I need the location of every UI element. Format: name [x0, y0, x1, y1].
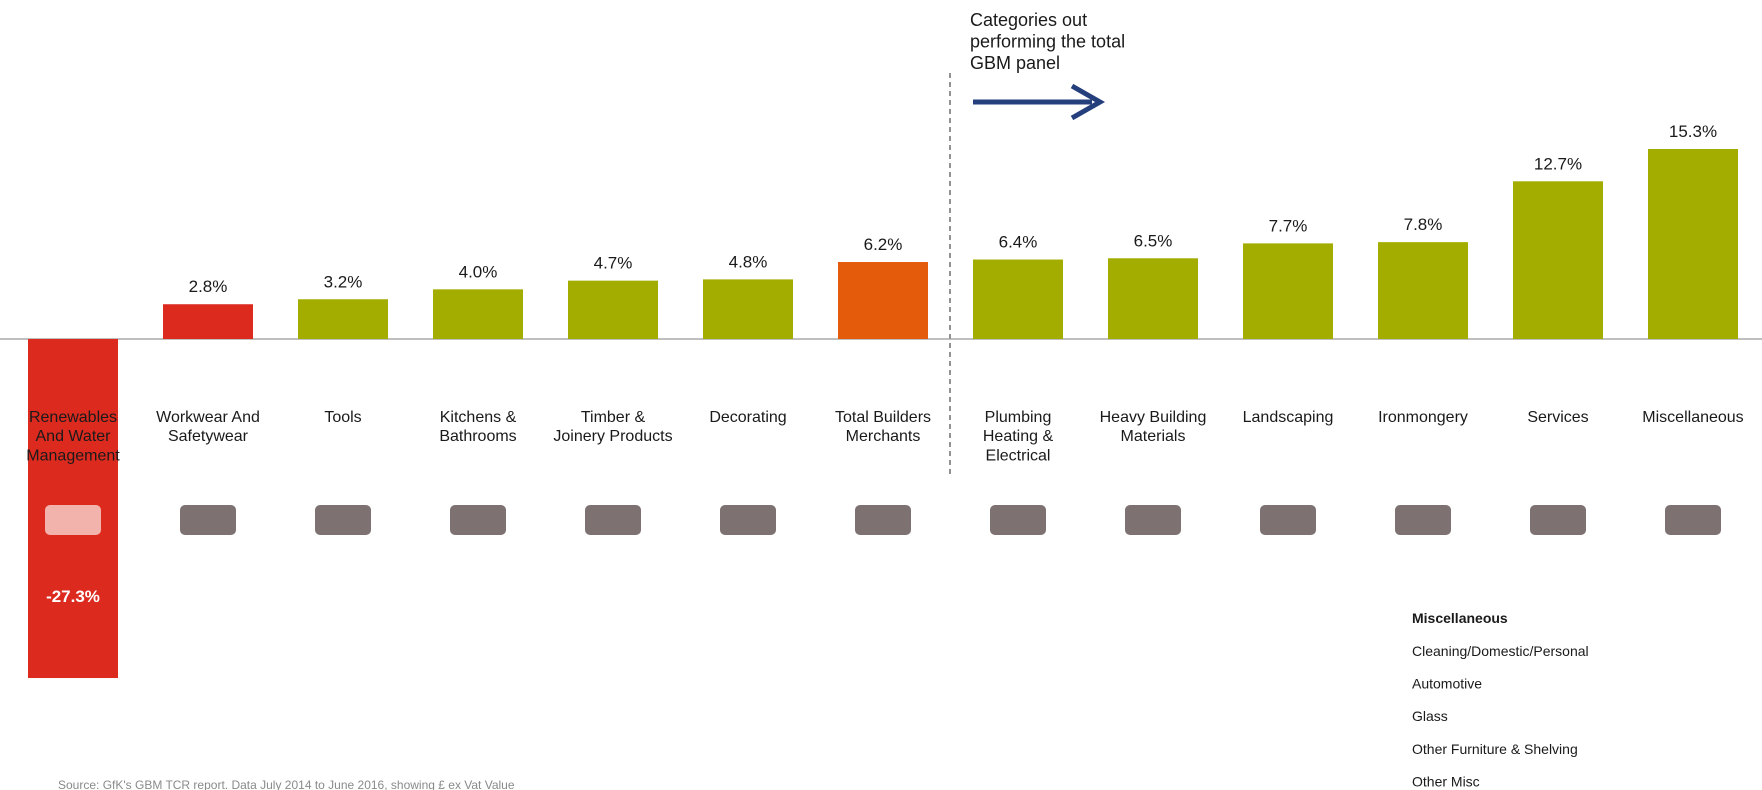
category-label: Miscellaneous	[1642, 409, 1743, 426]
legend-item: Glass	[1412, 708, 1448, 724]
legend-item: Other Misc	[1412, 773, 1480, 789]
category-label: Workwear And Safetywear	[156, 409, 260, 445]
category-label: Renewables And Water Management	[26, 409, 120, 464]
bar	[1648, 149, 1738, 339]
legend-item: Cleaning/Domestic/Personal	[1412, 643, 1589, 659]
value-label: -27.3%	[46, 587, 100, 606]
icon	[1395, 505, 1451, 535]
category-label: Decorating	[709, 409, 786, 426]
bar	[1243, 243, 1333, 339]
source: Source: GfK's GBM TCR report. Data July …	[58, 778, 515, 790]
category-label: Tools	[324, 409, 361, 426]
legend-item: Automotive	[1412, 676, 1482, 692]
value-label: 6.2%	[864, 235, 903, 254]
bar	[568, 280, 658, 339]
icon	[585, 505, 641, 535]
value-label: 7.8%	[1404, 215, 1443, 234]
category-label: Landscaping	[1243, 409, 1334, 426]
category-label: Ironmongery	[1378, 409, 1468, 426]
bar	[703, 279, 793, 339]
value-label: 2.8%	[189, 277, 228, 296]
category-label: Kitchens & Bathrooms	[439, 409, 516, 445]
value-label: 7.7%	[1269, 216, 1308, 235]
icon	[990, 505, 1046, 535]
bar	[433, 289, 523, 339]
icon	[315, 505, 371, 535]
category-label: Plumbing Heating & Electrical	[983, 409, 1054, 464]
icon	[1530, 505, 1586, 535]
icon	[1260, 505, 1316, 535]
value-label: 3.2%	[324, 272, 363, 291]
bar	[973, 259, 1063, 339]
bar	[838, 262, 928, 339]
category-label: Services	[1527, 409, 1588, 426]
value-label: 4.0%	[459, 262, 498, 281]
bar	[1513, 181, 1603, 339]
icon	[450, 505, 506, 535]
icon	[180, 505, 236, 535]
legend-item: Other Furniture & Shelving	[1412, 741, 1578, 757]
legend-title: Miscellaneous	[1412, 610, 1508, 626]
value-label: 4.8%	[729, 252, 768, 271]
icon	[855, 505, 911, 535]
icon	[720, 505, 776, 535]
bar	[1108, 258, 1198, 339]
icon	[45, 505, 101, 535]
arrow	[973, 83, 1106, 121]
category-label: Total Builders Merchants	[835, 409, 931, 445]
annotation: Categories out performing the total GBM pa…	[970, 10, 1125, 73]
bar	[298, 299, 388, 339]
icon	[1665, 505, 1721, 535]
value-label: 4.7%	[594, 254, 633, 273]
value-label: 12.7%	[1534, 154, 1582, 173]
value-label: 6.5%	[1134, 231, 1173, 250]
category-label: Timber & Joinery Products	[553, 409, 672, 445]
value-label: 6.4%	[999, 233, 1038, 252]
value-label: 15.3%	[1669, 122, 1717, 141]
bar	[1378, 242, 1468, 339]
icon	[1125, 505, 1181, 535]
bar	[163, 304, 253, 339]
category-label: Heavy Building Materials	[1100, 409, 1207, 445]
